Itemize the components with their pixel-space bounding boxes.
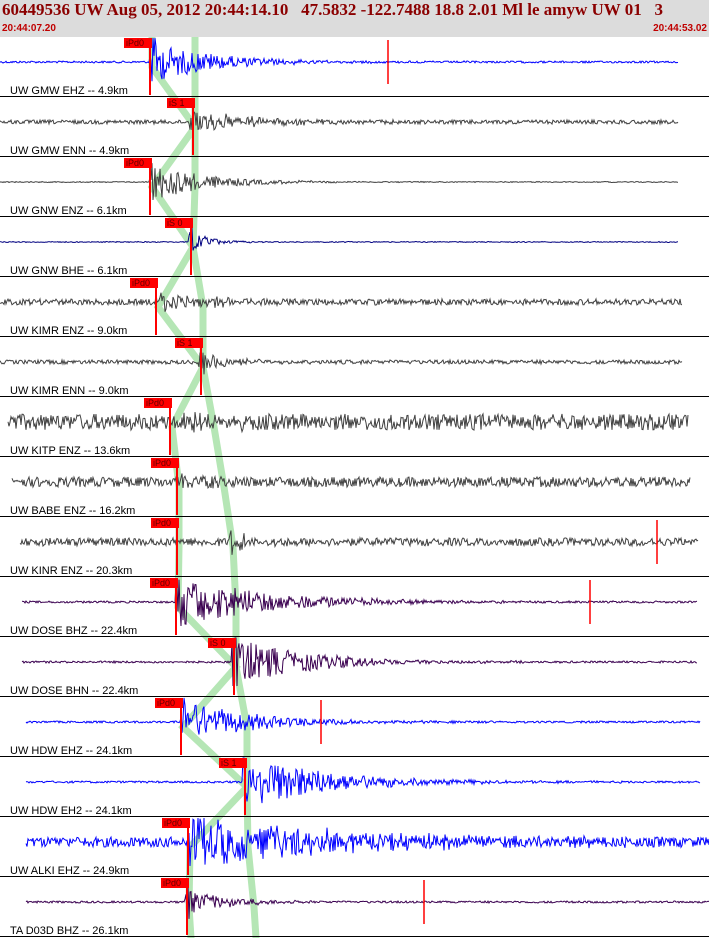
station-label: UW GMW EHZ -- 4.9km	[10, 85, 128, 97]
waveform	[0, 292, 683, 312]
station-label: UW GNW BHE -- 6.1km	[10, 265, 127, 277]
station-label: UW KIMR ENZ -- 9.0km	[10, 325, 127, 337]
waveform	[21, 637, 698, 687]
pick-label-box	[150, 578, 178, 588]
trace-panel: iPd0 UW BABE ENZ -- 16.2km	[0, 458, 709, 517]
waveform	[11, 473, 691, 490]
station-label: UW BABE ENZ -- 16.2km	[10, 505, 135, 517]
pick-label-box	[151, 458, 179, 468]
waveform	[7, 412, 689, 434]
event-title: 60449536 UW Aug 05, 2012 20:44:14.10 47.…	[2, 0, 663, 19]
trace-panel: iPd0 UW DOSE BHZ -- 22.4km	[0, 578, 709, 637]
pick-label-box	[151, 518, 179, 528]
pick-label: iS 1	[221, 758, 237, 768]
station-label: UW GNW ENZ -- 6.1km	[10, 205, 127, 217]
station-label: UW HDW EH2 -- 24.1km	[10, 805, 132, 817]
waveform	[21, 579, 698, 627]
waveform	[19, 530, 699, 555]
pick-label-box	[219, 758, 247, 768]
pick-label-box	[130, 278, 158, 288]
pick-label-box	[208, 638, 236, 648]
trace-panel: iS 0 UW DOSE BHN -- 22.4km	[0, 637, 709, 697]
station-label: UW DOSE BHN -- 22.4km	[10, 685, 138, 697]
pick-label-box	[162, 818, 190, 828]
waveform	[0, 110, 679, 131]
pick-label: iPd0	[146, 398, 164, 408]
waveform	[25, 885, 709, 919]
trace-panel: iPd0 TA D03D BHZ -- 26.1km	[0, 878, 709, 937]
waveform	[25, 817, 709, 867]
station-label: UW DOSE BHZ -- 22.4km	[10, 625, 137, 637]
trace-panel: iS 0 UW GNW BHE -- 6.1km	[0, 218, 709, 277]
station-label: UW GMW ENN -- 4.9km	[10, 145, 129, 157]
trace-panel: iPd0 UW KINR ENZ -- 20.3km	[0, 518, 709, 577]
seismogram-panel: iPd0 UW GMW EHZ -- 4.9km iS 1 UW GMW ENN --…	[0, 37, 709, 938]
waveform	[0, 163, 678, 201]
station-label: TA D03D BHZ -- 26.1km	[10, 925, 128, 937]
station-label: UW HDW EHZ -- 24.1km	[10, 745, 132, 757]
pick-label-box	[161, 878, 189, 888]
pick-label: iS 1	[177, 338, 193, 348]
pick-label: iS 0	[210, 638, 226, 648]
trace-panel: iPd0 UW HDW EHZ -- 24.1km	[0, 697, 709, 757]
pick-label: iPd0	[153, 518, 171, 528]
pick-label: iPd0	[126, 38, 144, 48]
pick-label: iPd0	[126, 158, 144, 168]
waveform	[0, 352, 683, 375]
trace-panel: iPd0 UW ALKI EHZ -- 24.9km	[0, 817, 709, 877]
pick-label: iPd0	[164, 818, 182, 828]
trace-panel: iPd0 UW GMW EHZ -- 4.9km	[0, 37, 709, 97]
trace-panel: iS 1 UW HDW EH2 -- 24.1km	[0, 757, 709, 817]
pick-label: iS 0	[167, 218, 183, 228]
pick-label-box	[165, 218, 193, 228]
pick-label: iPd0	[132, 278, 150, 288]
pick-label: iPd0	[152, 578, 170, 588]
pick-label-box	[124, 38, 152, 48]
trace-panel: iS 1 UW KIMR ENN -- 9.0km	[0, 338, 709, 397]
station-label: UW KIMR ENN -- 9.0km	[10, 385, 129, 397]
trace-panel: iPd0 UW KIMR ENZ -- 9.0km	[0, 278, 709, 337]
trace-panel: iPd0 UW KITP ENZ -- 13.6km	[0, 398, 709, 457]
pick-label-box	[144, 398, 172, 408]
station-label: UW KINR ENZ -- 20.3km	[10, 565, 132, 577]
waveform	[25, 757, 701, 807]
start-time: 20:44:07.20	[2, 23, 56, 34]
s-moveout-band	[189, 37, 260, 938]
pick-label-box	[167, 98, 195, 108]
station-label: UW ALKI EHZ -- 24.9km	[10, 865, 129, 877]
waveform	[0, 227, 679, 251]
pick-label: iPd0	[157, 698, 175, 708]
pick-label: iPd0	[163, 878, 181, 888]
pick-label: iPd0	[153, 458, 171, 468]
p-moveout-band	[147, 37, 252, 938]
pick-label-box	[175, 338, 203, 348]
station-label: UW KITP ENZ -- 13.6km	[10, 445, 130, 457]
waveform	[25, 697, 701, 735]
event-header: 60449536 UW Aug 05, 2012 20:44:14.10 47.…	[0, 0, 709, 37]
end-time: 20:44:53.02	[653, 23, 707, 34]
trace-panel: iS 1 UW GMW ENN -- 4.9km	[0, 98, 709, 157]
trace-panel: iPd0 UW GNW ENZ -- 6.1km	[0, 158, 709, 217]
waveform	[0, 37, 679, 82]
pick-label: iS 1	[169, 98, 185, 108]
pick-label-box	[155, 698, 183, 708]
pick-label-box	[124, 158, 152, 168]
